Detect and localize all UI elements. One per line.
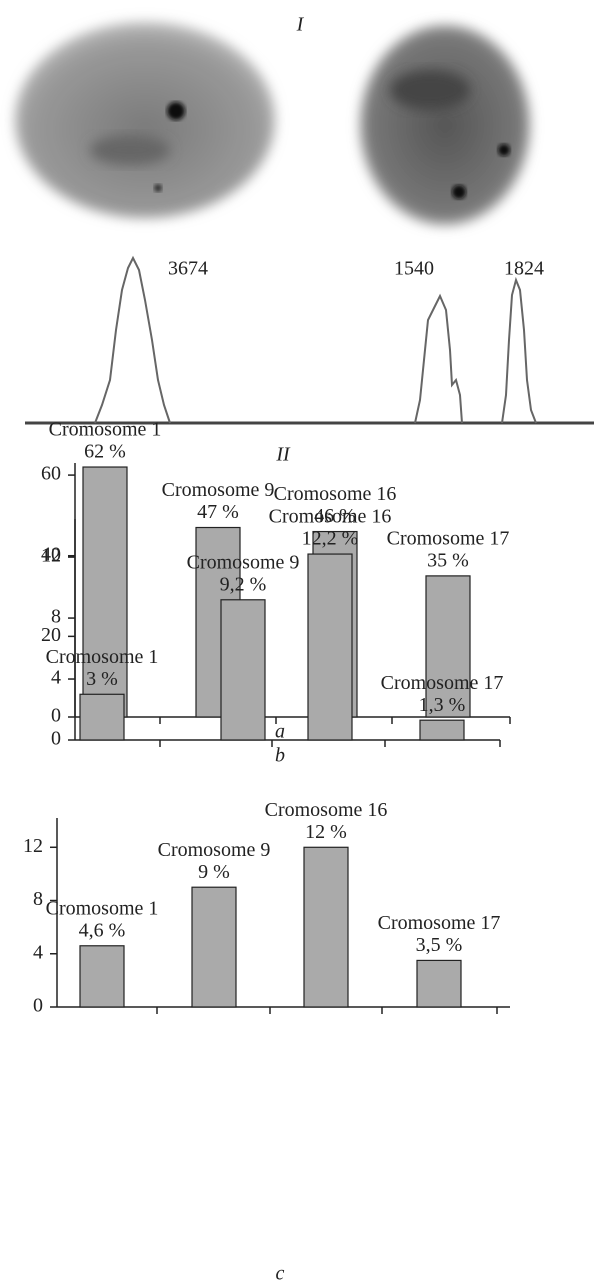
- value-label: 4,6 %: [79, 919, 126, 941]
- peak-label: 3674: [168, 258, 208, 280]
- y-tick-label: 0: [51, 705, 61, 727]
- bar-name: Cromosome 9: [187, 551, 300, 573]
- bar-name: Cromosome 17: [387, 527, 510, 549]
- y-tick-label: 40: [41, 543, 61, 565]
- value-label: 9 %: [198, 861, 230, 883]
- y-tick-label: 0: [51, 728, 61, 750]
- value-label: 1,3 %: [419, 694, 466, 716]
- value-label: 46 %: [314, 505, 356, 527]
- bar: [79, 693, 125, 741]
- y-tick-label: 20: [41, 624, 61, 646]
- bar: [419, 719, 465, 741]
- y-tick-label: 12: [41, 545, 61, 567]
- y-tick-label: 4: [33, 941, 43, 963]
- bar-name: Cromosome 9: [158, 839, 271, 861]
- bar-name: Cromosome 1: [46, 646, 159, 668]
- nucleus-image: [360, 25, 530, 225]
- chart-caption: c: [276, 1263, 285, 1282]
- bar: [307, 553, 353, 741]
- bar-name: Cromosome 9: [162, 479, 275, 501]
- bar-name: Cromosome 17: [378, 912, 501, 934]
- nucleus-image: [15, 22, 275, 218]
- chart-caption: b: [275, 745, 285, 767]
- bar-name: Cromosome 16: [269, 506, 392, 528]
- bar: [82, 466, 128, 718]
- bar-name: Cromosome 16: [274, 483, 397, 505]
- bar: [416, 959, 462, 1008]
- intensity-profile: [25, 255, 594, 425]
- panel-label: II: [275, 444, 291, 466]
- y-tick-label: 12: [23, 835, 43, 857]
- peak-label: 1824: [504, 258, 544, 280]
- value-label: 9,2 %: [220, 573, 267, 595]
- bar: [303, 846, 349, 1008]
- chart-caption: a: [275, 721, 285, 743]
- bar-name: Cromosome 16: [265, 799, 388, 821]
- peak-label: 1540: [394, 258, 434, 280]
- bar: [79, 945, 125, 1008]
- bar-name: Cromosome 17: [381, 672, 504, 694]
- value-label: 47 %: [197, 501, 239, 523]
- y-tick-label: 60: [41, 463, 61, 485]
- value-label: 12,2 %: [302, 528, 359, 550]
- bar: [425, 575, 471, 718]
- bar: [191, 886, 237, 1008]
- y-tick-label: 4: [51, 667, 61, 689]
- value-label: 62 %: [84, 441, 126, 463]
- value-label: 12 %: [305, 821, 347, 843]
- y-tick-label: 8: [33, 888, 43, 910]
- bar: [220, 599, 266, 741]
- value-label: 35 %: [427, 549, 469, 571]
- bar-name: Cromosome 1: [49, 419, 162, 441]
- value-label: 3,5 %: [416, 934, 463, 956]
- panel-label: I: [296, 14, 305, 36]
- y-tick-label: 8: [51, 606, 61, 628]
- bar-name: Cromosome 1: [46, 897, 159, 919]
- value-label: 3 %: [86, 668, 118, 690]
- y-tick-label: 0: [33, 995, 43, 1017]
